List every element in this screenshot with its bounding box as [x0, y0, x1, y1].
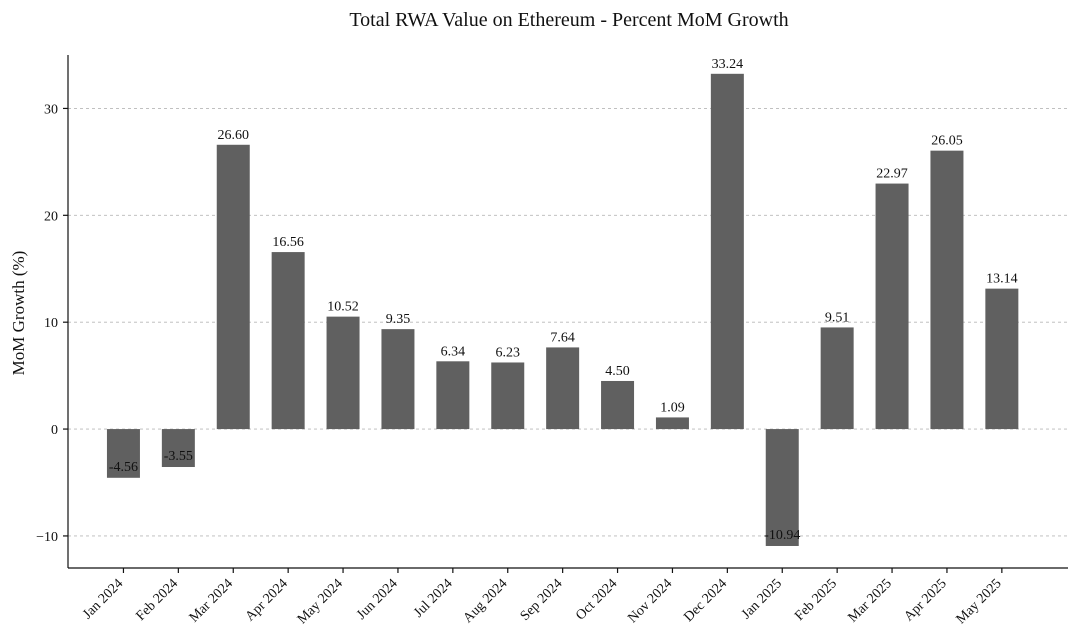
x-tick-label: May 2025 — [954, 576, 1005, 627]
bar-value-label: 7.64 — [550, 330, 575, 345]
bar-value-label: -3.55 — [164, 449, 193, 464]
x-tick-label: Jan 2025 — [739, 576, 785, 622]
x-tick-label: Feb 2025 — [792, 576, 840, 624]
bar — [326, 316, 360, 430]
bar-value-label: 16.56 — [272, 235, 304, 250]
y-tick-label: 0 — [51, 423, 58, 438]
bar — [820, 327, 854, 430]
x-tick-label: Mar 2025 — [846, 576, 895, 625]
y-ticks: −10 0 10 20 30 — [36, 102, 68, 545]
x-tick-label: Apr 2025 — [901, 576, 949, 624]
y-tick-label: 10 — [44, 316, 58, 331]
x-tick-label: Sep 2024 — [518, 576, 566, 624]
bar-value-label: 6.34 — [441, 344, 466, 359]
bar-value-label: 26.60 — [218, 128, 250, 143]
y-tick-label: 20 — [44, 209, 58, 224]
bar — [930, 150, 964, 430]
bar — [161, 429, 195, 468]
y-axis-label: MoM Growth (%) — [9, 251, 28, 376]
bar-value-label: -10.94 — [764, 528, 800, 543]
bar-value-label: 1.09 — [660, 400, 685, 415]
bar-value-label: 4.50 — [605, 364, 630, 379]
x-tick-label: Oct 2024 — [573, 576, 620, 623]
x-tick-label: Jun 2024 — [354, 576, 401, 623]
x-tick-label: Dec 2024 — [681, 576, 730, 625]
x-tick-label: Aug 2024 — [461, 576, 511, 626]
bar — [546, 347, 580, 430]
bar — [875, 183, 909, 430]
x-tick-label: Feb 2024 — [133, 576, 181, 624]
x-tick-label: Apr 2024 — [243, 576, 291, 624]
bar-value-label: 22.97 — [876, 167, 908, 182]
x-tick-label: Nov 2024 — [625, 576, 675, 626]
bar — [491, 362, 525, 430]
bar-value-label: 6.23 — [496, 345, 521, 360]
chart-title: Total RWA Value on Ethereum - Percent Mo… — [349, 9, 788, 31]
bar — [710, 73, 744, 430]
x-tick-label: Jul 2024 — [411, 576, 455, 620]
x-tick-label: Mar 2024 — [187, 576, 236, 625]
axes — [67, 55, 1068, 569]
bar — [765, 429, 799, 546]
bar-value-label: 10.52 — [327, 300, 359, 315]
bar-value-label: 13.14 — [986, 272, 1018, 287]
y-tick-label: −10 — [36, 530, 58, 545]
bar — [381, 329, 415, 430]
bar — [655, 417, 689, 430]
value-labels: -4.56 -3.55 26.60 16.56 10.52 9.35 6.34 6.23 7.6… — [109, 57, 1018, 543]
x-tick-label: Jan 2024 — [80, 576, 126, 622]
bar — [216, 144, 250, 430]
x-tick-label: May 2024 — [295, 576, 346, 627]
bar-value-label: 26.05 — [931, 134, 963, 149]
y-tick-label: 30 — [44, 102, 58, 117]
bar-value-label: 33.24 — [712, 57, 744, 72]
bars — [106, 73, 1019, 546]
bar — [271, 252, 305, 430]
bar-value-label: 9.35 — [386, 312, 411, 327]
bar — [106, 429, 140, 478]
bar-value-label: 9.51 — [825, 310, 850, 325]
bar — [436, 361, 470, 430]
bar — [985, 288, 1019, 430]
bar-value-label: -4.56 — [109, 460, 138, 475]
x-ticks: Jan 2024 Feb 2024 Mar 2024 Apr 2024 May 2024… — [80, 568, 1005, 627]
bar — [601, 380, 635, 430]
